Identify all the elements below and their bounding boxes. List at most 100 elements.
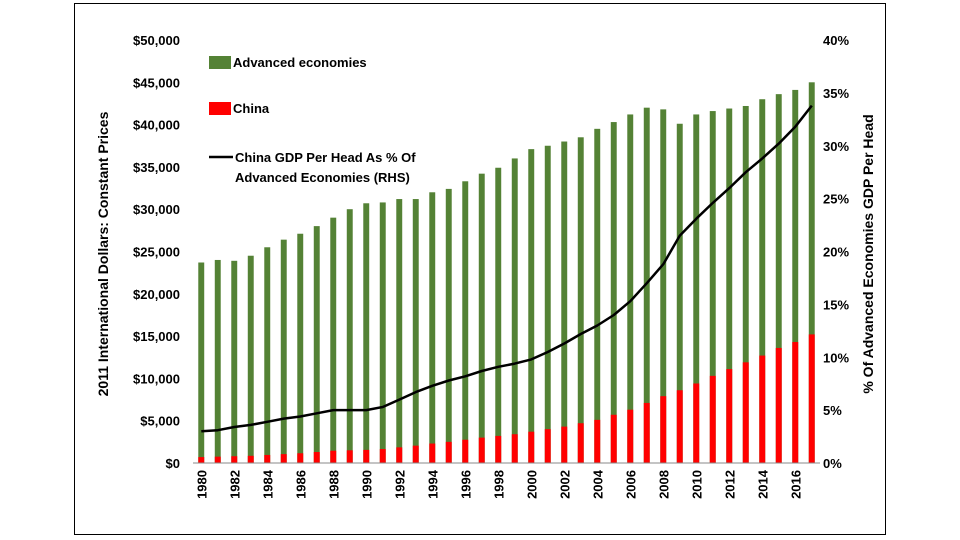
- right-tick-label: 35%: [823, 86, 849, 101]
- bar-advanced-economies: [528, 149, 535, 463]
- bar-china: [313, 452, 320, 463]
- bar-china: [198, 457, 205, 463]
- bar-china: [330, 450, 337, 463]
- bar-china: [478, 437, 485, 463]
- bar-advanced-economies: [313, 226, 320, 463]
- x-tick-label: 1998: [491, 470, 506, 499]
- left-tick-label: $45,000: [133, 75, 180, 90]
- bar-china: [462, 439, 469, 463]
- bar-advanced-economies: [231, 260, 238, 463]
- left-tick-label: $5,000: [140, 414, 180, 429]
- right-tick-label: 20%: [823, 245, 849, 260]
- bar-china: [709, 375, 716, 463]
- bar-advanced-economies: [280, 239, 287, 463]
- bar-advanced-economies: [412, 199, 419, 463]
- bar-advanced-economies: [247, 255, 254, 463]
- right-axis-title: % Of Advanced Economies GDP Per Head: [860, 114, 876, 393]
- bar-china: [445, 441, 452, 463]
- bar-china: [214, 456, 221, 463]
- legend-label-china: China: [233, 101, 270, 116]
- bar-china: [297, 453, 304, 463]
- x-tick-label: 2002: [557, 470, 572, 499]
- bar-advanced-economies: [495, 167, 502, 463]
- bar-advanced-economies: [742, 105, 749, 463]
- x-tick-label: 2000: [524, 470, 539, 499]
- bar-china: [363, 449, 370, 463]
- bar-advanced-economies: [627, 114, 634, 463]
- bar-advanced-economies: [808, 82, 815, 464]
- bar-advanced-economies: [792, 89, 799, 463]
- left-tick-label: $35,000: [133, 160, 180, 175]
- bar-china: [495, 435, 502, 463]
- bar-china: [412, 445, 419, 463]
- bar-china: [396, 447, 403, 463]
- right-tick-label: 15%: [823, 297, 849, 312]
- legend-label-ratio-line-2: Advanced Economies (RHS): [235, 170, 410, 185]
- bar-china: [660, 396, 667, 463]
- bar-advanced-economies: [561, 141, 568, 463]
- bar-advanced-economies: [330, 217, 337, 463]
- bar-advanced-economies: [759, 99, 766, 463]
- chart-canvas: $0 $5,000 $10,000 $15,000 $20,000 $25,000 $30,…: [95, 33, 876, 499]
- x-tick-label: 1992: [392, 470, 407, 499]
- bar-china: [379, 449, 386, 463]
- left-axis-title: 2011 International Dollars: Constant Pri…: [95, 111, 111, 396]
- bar-china: [247, 455, 254, 463]
- bar-advanced-economies: [363, 203, 370, 463]
- legend-label-advanced: Advanced economies: [233, 55, 367, 70]
- left-tick-label: $10,000: [133, 371, 180, 386]
- bar-china: [610, 414, 617, 463]
- bar-advanced-economies: [676, 123, 683, 463]
- left-tick-label: $20,000: [133, 287, 180, 302]
- x-tick-label: 2014: [755, 469, 770, 499]
- left-axis-ticks: $0 $5,000 $10,000 $15,000 $20,000 $25,000 $30,…: [133, 33, 180, 471]
- x-tick-label: 1988: [326, 470, 341, 499]
- bar-advanced-economies: [379, 202, 386, 463]
- bar-advanced-economies: [775, 94, 782, 464]
- bar-china: [280, 454, 287, 463]
- bar-advanced-economies: [660, 109, 667, 463]
- bar-advanced-economies: [396, 199, 403, 463]
- bar-china: [726, 369, 733, 463]
- left-tick-label: $0: [166, 456, 180, 471]
- x-tick-label: 2016: [788, 470, 803, 499]
- bar-china: [231, 456, 238, 463]
- bar-advanced-economies: [709, 111, 716, 464]
- china-bars: [198, 334, 815, 463]
- x-tick-label: 1986: [293, 470, 308, 499]
- bar-advanced-economies: [544, 145, 551, 463]
- legend-swatch-advanced: [209, 56, 231, 69]
- right-tick-label: 0%: [823, 456, 842, 471]
- bar-china: [577, 423, 584, 463]
- bar-advanced-economies: [346, 209, 353, 463]
- x-tick-label: 1982: [227, 470, 242, 499]
- bar-advanced-economies: [511, 158, 518, 463]
- bar-china: [759, 355, 766, 463]
- x-tick-label: 2006: [623, 470, 638, 499]
- bar-china: [627, 409, 634, 463]
- x-tick-label: 1980: [194, 470, 209, 499]
- bar-advanced-economies: [462, 181, 469, 464]
- x-tick-label: 1996: [458, 470, 473, 499]
- bar-advanced-economies: [264, 247, 271, 463]
- bar-advanced-economies: [577, 137, 584, 464]
- bar-advanced-economies: [198, 262, 205, 463]
- x-tick-label: 1994: [425, 469, 440, 499]
- bar-advanced-economies: [478, 173, 485, 463]
- chart-frame: $0 $5,000 $10,000 $15,000 $20,000 $25,000 $30,…: [74, 3, 886, 535]
- bar-china: [693, 383, 700, 463]
- x-tick-label: 2008: [656, 470, 671, 499]
- bar-advanced-economies: [445, 188, 452, 463]
- bar-advanced-economies: [214, 259, 221, 463]
- bar-advanced-economies: [726, 108, 733, 463]
- bar-advanced-economies: [429, 192, 436, 463]
- right-tick-label: 25%: [823, 192, 849, 207]
- right-tick-label: 10%: [823, 350, 849, 365]
- advanced-economies-bars: [198, 82, 815, 464]
- x-tick-label: 1990: [359, 470, 374, 499]
- bar-advanced-economies: [594, 128, 601, 463]
- x-tick-label: 2012: [722, 470, 737, 499]
- bar-china: [643, 402, 650, 463]
- right-tick-label: 30%: [823, 139, 849, 154]
- x-tick-label: 1984: [260, 469, 275, 499]
